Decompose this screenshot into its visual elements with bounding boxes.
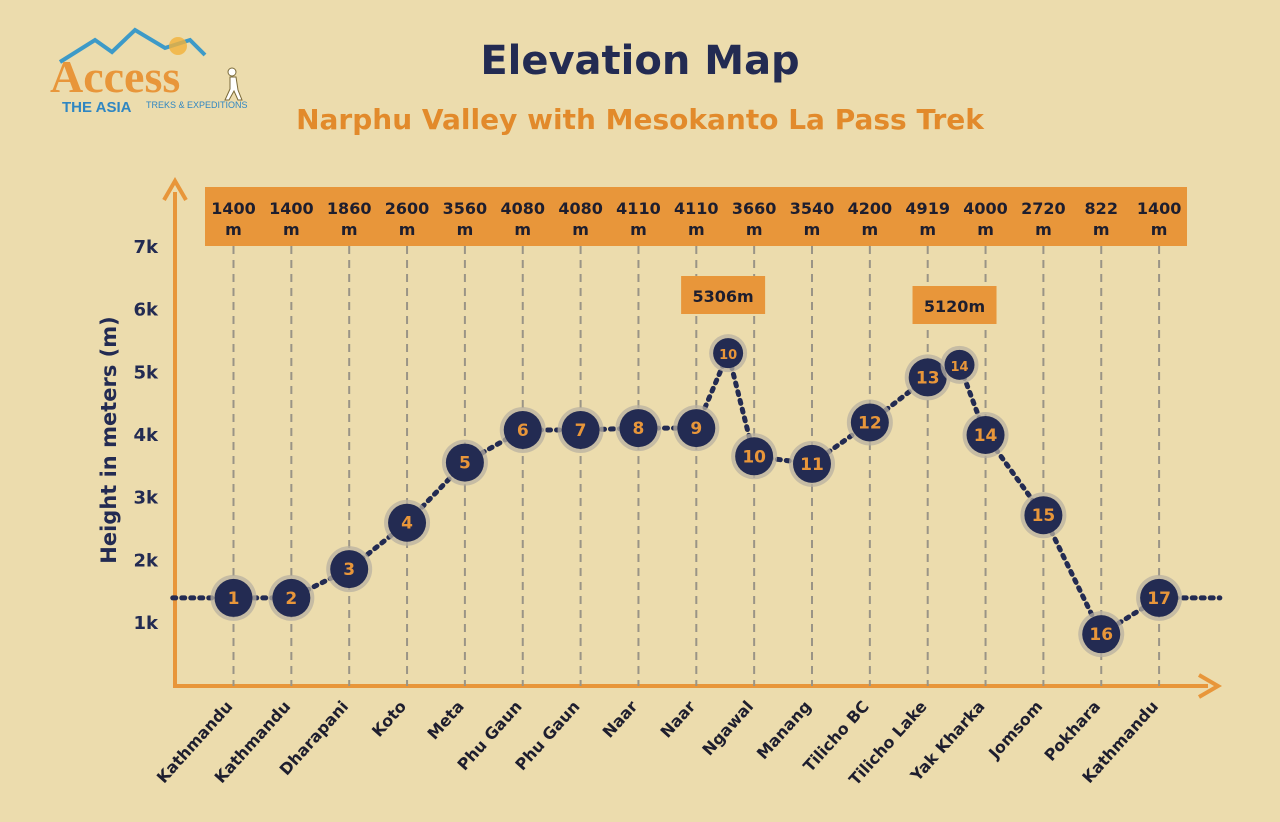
altitude-label: 2600 m — [385, 199, 430, 239]
day-number: 3 — [343, 560, 355, 580]
day-number: 10 — [742, 447, 766, 467]
y-tick-label: 5k — [134, 362, 160, 383]
altitude-label: 3660 m — [732, 199, 777, 239]
altitude-label: 1400 m — [1137, 199, 1182, 239]
peak-labels: 5306m 5120m — [681, 276, 997, 324]
day-number: 9 — [690, 419, 702, 439]
x-tick-label: Naar — [656, 697, 699, 742]
brand-tagline-left: THE ASIA — [62, 99, 132, 116]
x-tick-label: Ngawal — [698, 697, 757, 759]
x-axis-arrow — [1197, 673, 1222, 699]
altitude-label: 4200 m — [848, 199, 893, 239]
page-subtitle: Narphu Valley with Mesokanto La Pass Tre… — [296, 103, 984, 136]
day-marker: 16 — [1078, 611, 1125, 658]
peak-label-text: 5120m — [924, 297, 985, 316]
day-marker: 10 — [731, 433, 778, 480]
day-marker: 5 — [441, 439, 488, 486]
altitude-label: 4000 m — [963, 199, 1008, 239]
day-number: 8 — [633, 419, 645, 439]
chart-axes — [162, 177, 1222, 699]
brand-tagline-right: TREKS & EXPEDITIONS — [146, 100, 248, 110]
y-axis-arrow — [162, 177, 188, 202]
day-marker: 14 — [940, 345, 979, 384]
altitude-label: 1860 m — [327, 199, 372, 239]
x-tick-label: Pokhara — [1040, 697, 1104, 765]
altitude-label: 4080 m — [500, 199, 545, 239]
day-marker: 12 — [846, 399, 893, 446]
x-tick-label: Naar — [599, 697, 642, 742]
day-number: 12 — [858, 413, 882, 433]
day-number: 13 — [916, 368, 940, 388]
day-number: 11 — [800, 455, 824, 475]
x-tick-label: Jomsom — [984, 697, 1046, 763]
brand-logo: Access THE ASIA TREKS & EXPEDITIONS — [50, 27, 248, 116]
x-tick-label: Koto — [368, 697, 410, 741]
altitude-label: 4110 m — [616, 199, 661, 239]
hiker-icon — [224, 67, 243, 101]
day-marker: 7 — [557, 406, 604, 453]
day-number: 17 — [1147, 589, 1171, 609]
y-tick-label: 3k — [134, 488, 160, 509]
altitude-band-bg — [205, 187, 1187, 246]
x-tick-label: Manang — [753, 697, 815, 763]
elevation-path — [170, 345, 1223, 638]
day-number: 4 — [401, 514, 413, 534]
day-marker: 8 — [615, 405, 662, 452]
altitude-label: 2720 m — [1021, 199, 1066, 239]
day-number: 2 — [285, 589, 297, 609]
day-number: 7 — [575, 421, 587, 441]
y-tick-label: 6k — [134, 300, 160, 321]
altitude-label: 4110 m — [674, 199, 719, 239]
y-tick-label: 1k — [134, 613, 160, 634]
y-tick-label: 2k — [134, 550, 160, 571]
day-marker: 15 — [1020, 492, 1067, 539]
day-marker: 9 — [673, 405, 720, 452]
day-number: 1 — [228, 589, 240, 609]
day-marker: 14 — [962, 412, 1009, 458]
day-number: 6 — [517, 421, 529, 441]
altitude-label: 1400 m — [269, 199, 314, 239]
altitude-label: 3560 m — [443, 199, 488, 239]
altitude-label: 1400 m — [211, 199, 256, 239]
peak-label-box — [912, 286, 997, 324]
day-number: 15 — [1032, 506, 1056, 526]
day-marker: 4 — [384, 499, 431, 546]
brand-name: Access — [50, 51, 180, 102]
y-tick-label: 4k — [134, 425, 160, 446]
altitude-band: 1400 m 1400 m 1860 m 2600 m 3560 m 4080 m 4080 m 4110 m… — [205, 187, 1187, 246]
elevation-line — [170, 345, 1223, 638]
x-tick-label: Meta — [423, 697, 467, 743]
day-number: 10 — [719, 348, 737, 363]
altitude-label: 4919 m — [905, 199, 950, 239]
altitude-label: 4080 m — [558, 199, 603, 239]
page-title: Elevation Map — [480, 38, 800, 84]
y-tick-label: 7k — [134, 237, 160, 258]
peak-label-text: 5306m — [693, 287, 754, 306]
y-axis-ticks: 1k 2k 3k 4k 5k 6k 7k — [134, 237, 160, 634]
peak-label-box — [681, 276, 766, 314]
day-marker: 10 — [709, 334, 748, 373]
altitude-label: 822 m — [1085, 199, 1118, 239]
day-number: 14 — [974, 426, 998, 446]
day-marker: 3 — [326, 546, 373, 593]
y-axis-label: Height in meters (m) — [97, 316, 121, 563]
day-marker: 11 — [789, 440, 835, 487]
day-number: 16 — [1089, 625, 1113, 645]
day-marker: 17 — [1136, 574, 1183, 621]
altitude-label: 3540 m — [790, 199, 835, 239]
day-number: 14 — [950, 360, 968, 375]
day-marker: 6 — [499, 406, 546, 453]
day-marker: 2 — [268, 574, 315, 621]
day-number: 5 — [459, 454, 471, 474]
day-marker: 1 — [210, 574, 257, 621]
day-marker: 13 — [904, 354, 951, 401]
